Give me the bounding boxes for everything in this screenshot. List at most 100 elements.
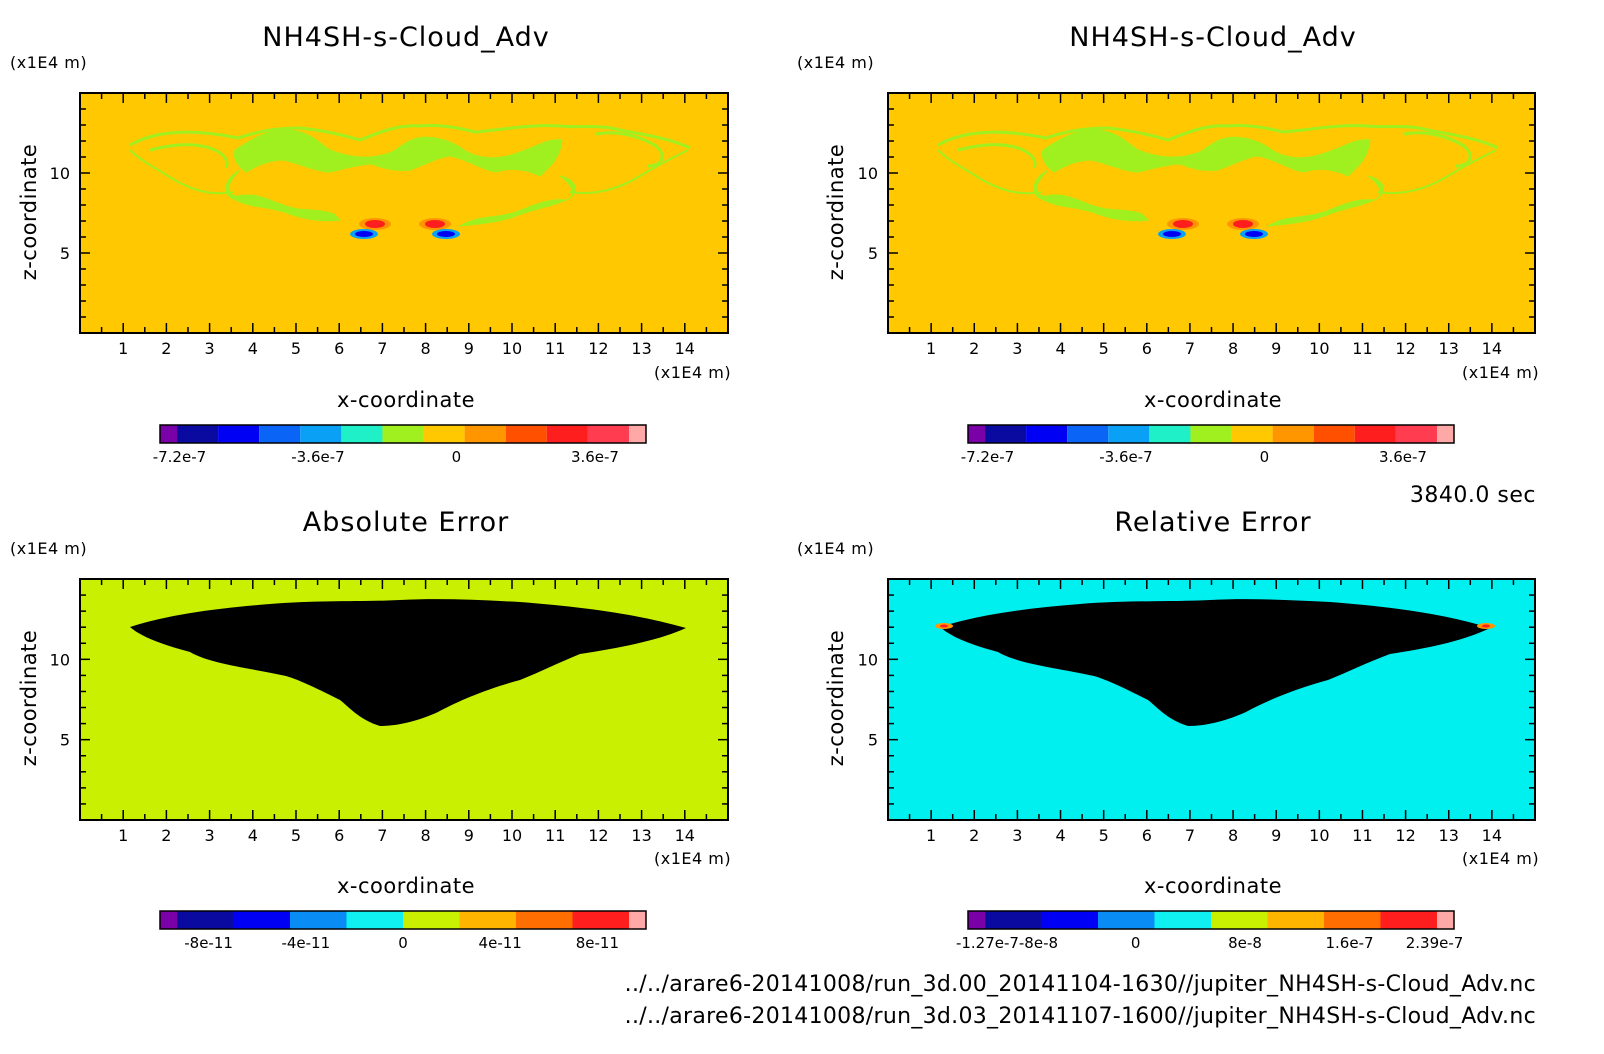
- colorbar-swatch: [160, 425, 178, 443]
- x-tick-label: 10: [502, 339, 522, 358]
- error-pattern: [940, 599, 1490, 726]
- colorbar-swatch: [177, 425, 219, 443]
- colorbar-swatch: [423, 425, 465, 443]
- colorbar-swatch: [233, 911, 291, 929]
- y-tick-label: 5: [868, 731, 878, 750]
- x-tick-label: 8: [421, 339, 431, 358]
- y-tick-labels: 5 10: [858, 164, 878, 263]
- time-label: 3840.0 sec: [1410, 483, 1536, 508]
- colorbar-label: 2.39e-7: [1406, 934, 1464, 952]
- footer-paths: ../../arare6-20141008/run_3d.00_20141104…: [625, 972, 1536, 1029]
- x-tick-label: 4: [1055, 826, 1065, 845]
- y-unit-label: (x1E4 m): [10, 539, 87, 558]
- y-tick-label: 5: [60, 244, 70, 263]
- colorbar-swatch: [218, 425, 260, 443]
- x-tick-label: 14: [675, 826, 695, 845]
- colorbar-label: 0: [1131, 934, 1141, 952]
- panel-title: Relative Error: [1114, 507, 1311, 538]
- panel-title: NH4SH-s-Cloud_Adv: [1069, 22, 1356, 53]
- colorbar-label: -8e-11: [184, 934, 233, 952]
- x-tick-label: 2: [161, 339, 171, 358]
- colorbar-swatch: [403, 911, 460, 929]
- colorbar-swatch: [346, 911, 403, 929]
- colorbar-label: 0: [1260, 448, 1270, 466]
- x-tick-label: 13: [1439, 339, 1459, 358]
- y-tick-labels: 5 10: [858, 650, 878, 749]
- colorbar-frame: [967, 424, 1455, 444]
- colorbar-swatch: [341, 425, 383, 443]
- y-axis-title: z-coordinate: [824, 630, 848, 767]
- x-tick-label: 3: [205, 826, 215, 845]
- panel-nh4sh-left: NH4SH-s-Cloud_Adv (x1E4 m) z-coordinate: [10, 22, 731, 466]
- colorbar-swatch: [1436, 425, 1454, 443]
- x-tick-label: 2: [161, 826, 171, 845]
- x-tick-label: 10: [1309, 826, 1329, 845]
- colorbar: -8e-11 -4e-11 0 4e-11 8e-11: [159, 910, 647, 952]
- colorbar-swatch: [259, 425, 301, 443]
- x-tick-label: 5: [1099, 339, 1109, 358]
- x-tick-label: 5: [291, 339, 301, 358]
- x-axis-label: x-coordinate: [1144, 388, 1282, 412]
- x-tick-label: 9: [464, 339, 474, 358]
- x-tick-label: 1: [118, 339, 128, 358]
- x-tick-label: 3: [205, 339, 215, 358]
- colorbar-swatch: [515, 911, 573, 929]
- colorbar-label: -8e-8: [1019, 934, 1058, 952]
- colorbar-frame: [159, 424, 647, 444]
- y-unit-label: (x1E4 m): [797, 53, 874, 72]
- x-tick-label: 6: [334, 339, 344, 358]
- x-tick-label: 12: [1395, 339, 1415, 358]
- y-unit-label: (x1E4 m): [10, 53, 87, 72]
- x-tick-label: 8: [1228, 826, 1238, 845]
- y-axis-title: z-coordinate: [824, 144, 848, 281]
- colorbar-frame: [967, 910, 1455, 930]
- x-tick-label: 8: [421, 826, 431, 845]
- footer-path-1: ../../arare6-20141008/run_3d.00_20141104…: [625, 972, 1536, 997]
- colorbar-swatch: [546, 425, 588, 443]
- colorbar-swatch: [628, 425, 646, 443]
- x-tick-label: 13: [631, 339, 651, 358]
- y-tick-label: 5: [868, 244, 878, 263]
- colorbar-swatch: [1272, 425, 1314, 443]
- colorbar-label: 0: [452, 448, 462, 466]
- footer-path-2: ../../arare6-20141008/run_3d.03_20141107…: [625, 1004, 1536, 1029]
- colorbar-label: 1.6e-7: [1325, 934, 1373, 952]
- error-spikes: [935, 623, 1495, 629]
- x-tick-label: 9: [1271, 826, 1281, 845]
- x-tick-label: 1: [926, 826, 936, 845]
- colorbar-label: 4e-11: [479, 934, 522, 952]
- x-tick-label: 11: [545, 339, 565, 358]
- ticks: [888, 579, 1535, 820]
- colorbar-swatch: [1436, 911, 1454, 929]
- x-tick-label: 6: [1142, 826, 1152, 845]
- plot-area: [80, 93, 728, 333]
- colorbar-swatch: [1041, 911, 1099, 929]
- x-axis-label: x-coordinate: [337, 874, 475, 898]
- x-axis-label: x-coordinate: [337, 388, 475, 412]
- vortex-left: [350, 218, 391, 239]
- colorbar-swatch: [587, 425, 629, 443]
- y-axis-label: z-coordinate: [17, 144, 41, 281]
- colorbar-label: -7.2e-7: [153, 448, 206, 466]
- x-tick-label: 7: [1185, 339, 1195, 358]
- colorbar-label: -1.27e-7: [956, 934, 1019, 952]
- x-tick-label: 12: [588, 339, 608, 358]
- y-tick-label: 10: [50, 164, 70, 183]
- x-tick-labels: 1 2 3 4 5 6 7 8 9 10 11 12 13 14: [118, 826, 695, 845]
- x-tick-labels: 1 2 3 4 5 6 7 8 9 10 11 12 13 14: [926, 339, 1502, 358]
- x-tick-label: 12: [1395, 826, 1415, 845]
- y-tick-labels: 5 10: [50, 650, 70, 749]
- x-tick-label: 5: [291, 826, 301, 845]
- colorbar-swatch: [1098, 911, 1155, 929]
- vortex-left: [1158, 218, 1199, 239]
- x-tick-label: 11: [545, 826, 565, 845]
- colorbar-label: 3.6e-7: [1379, 448, 1427, 466]
- x-tick-label: 7: [377, 339, 387, 358]
- x-tick-labels: 1 2 3 4 5 6 7 8 9 10 11 12 13 14: [926, 826, 1502, 845]
- x-tick-label: 4: [248, 826, 258, 845]
- x-unit-label: (x1E4 m): [654, 849, 731, 868]
- colorbar-swatch: [968, 425, 986, 443]
- x-tick-label: 6: [1142, 339, 1152, 358]
